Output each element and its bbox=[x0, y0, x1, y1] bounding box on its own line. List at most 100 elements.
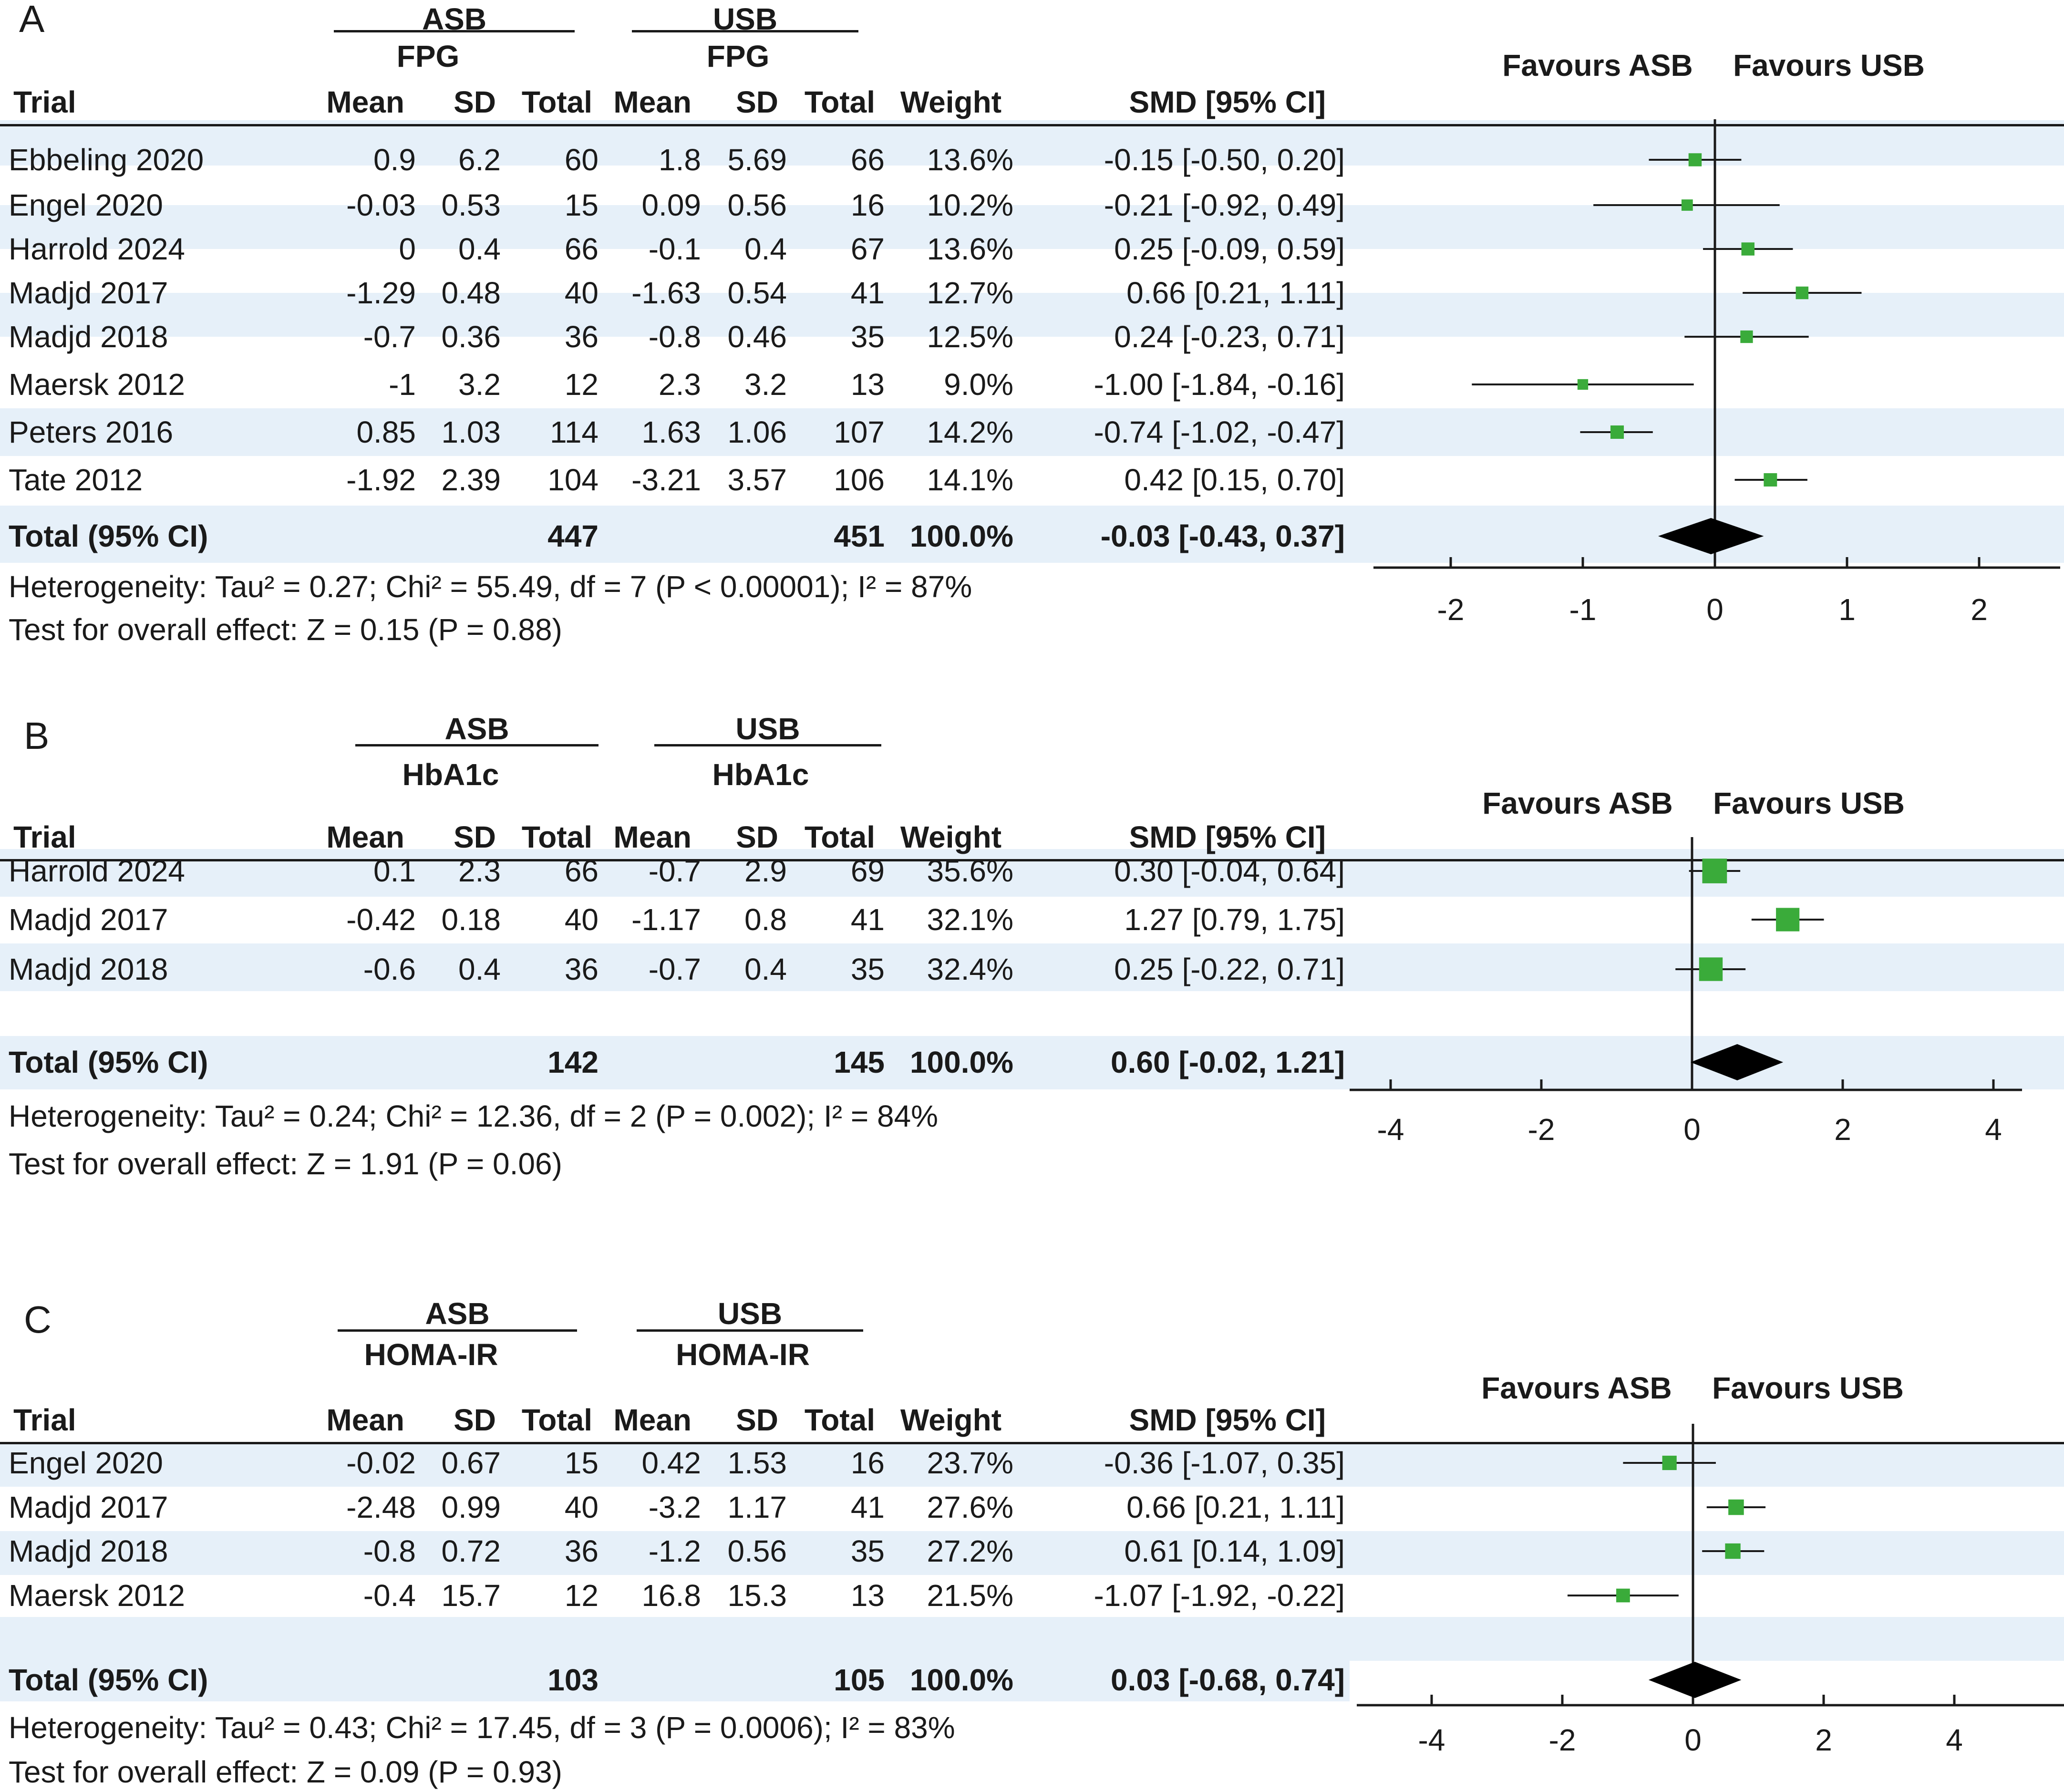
row-band bbox=[0, 120, 2064, 166]
table-cell-mean2: -1.63 bbox=[631, 276, 701, 310]
table-cell-trial: Tate 2012 bbox=[9, 463, 143, 497]
table-cell-mean1: -0.02 bbox=[346, 1446, 416, 1480]
table-cell-trial: Engel 2020 bbox=[9, 1446, 163, 1480]
table-cell-mean2: 1.8 bbox=[659, 143, 701, 177]
total-smd: -0.03 [-0.43, 0.37] bbox=[1100, 519, 1345, 553]
table-cell-sd1: 0.53 bbox=[441, 188, 501, 222]
table-cell-total1: 12 bbox=[564, 367, 599, 402]
table-cell-smd: -1.07 [-1.92, -0.22] bbox=[1094, 1578, 1345, 1613]
table-cell-sd2: 1.17 bbox=[727, 1490, 787, 1524]
table-cell-mean2: 0.42 bbox=[641, 1446, 701, 1480]
table-cell-sd2: 0.4 bbox=[744, 232, 787, 266]
effect-square bbox=[1577, 379, 1589, 390]
table-cell-total1: 66 bbox=[564, 232, 599, 266]
group-name-left: ASB bbox=[444, 712, 509, 746]
column-header-smd: SMD [95% CI] bbox=[1129, 820, 1326, 854]
table-cell-sd2: 0.4 bbox=[744, 952, 787, 986]
table-cell-smd: 1.27 [0.79, 1.75] bbox=[1124, 902, 1345, 937]
table-cell-smd: 0.30 [-0.04, 0.64] bbox=[1114, 854, 1345, 888]
total-n-left: 142 bbox=[547, 1045, 599, 1079]
total-n-left: 103 bbox=[547, 1663, 599, 1697]
table-cell-mean2: -0.7 bbox=[648, 952, 701, 986]
total-label: Total (95% CI) bbox=[9, 1663, 208, 1697]
panel-label: C bbox=[24, 1298, 52, 1341]
table-cell-sd1: 1.03 bbox=[441, 415, 501, 449]
x-tick-label: -2 bbox=[1528, 1112, 1555, 1147]
effect-square bbox=[1702, 859, 1727, 883]
x-tick-label: 2 bbox=[1971, 592, 1988, 627]
overall-effect-text: Test for overall effect: Z = 0.15 (P = 0… bbox=[9, 612, 562, 647]
table-cell-total2: 35 bbox=[850, 320, 885, 354]
column-header-trial: Trial bbox=[13, 1403, 76, 1437]
table-cell-trial: Engel 2020 bbox=[9, 188, 163, 222]
total-weight: 100.0% bbox=[909, 1663, 1013, 1697]
table-cell-mean2: -0.1 bbox=[648, 232, 701, 266]
table-cell-mean1: 0.9 bbox=[373, 143, 416, 177]
heterogeneity-text: Heterogeneity: Tau² = 0.27; Chi² = 55.49… bbox=[9, 570, 972, 604]
column-header-total2: Total bbox=[804, 820, 875, 854]
table-cell-total1: 36 bbox=[564, 320, 599, 354]
group-underline-right bbox=[637, 1329, 863, 1332]
table-cell-trial: Madjd 2017 bbox=[9, 902, 168, 937]
heterogeneity-text: Heterogeneity: Tau² = 0.24; Chi² = 12.36… bbox=[9, 1099, 939, 1133]
table-cell-trial: Maersk 2012 bbox=[9, 1578, 185, 1613]
table-cell-mean2: -3.2 bbox=[648, 1490, 701, 1524]
group-underline-left bbox=[334, 30, 575, 32]
x-tick-label: 2 bbox=[1815, 1723, 1832, 1757]
column-header-mean1: Mean bbox=[326, 85, 404, 119]
table-cell-smd: 0.25 [-0.22, 0.71] bbox=[1114, 952, 1345, 986]
table-cell-weight: 9.0% bbox=[944, 367, 1013, 402]
total-smd: 0.60 [-0.02, 1.21] bbox=[1111, 1045, 1345, 1079]
table-cell-total2: 13 bbox=[850, 1578, 885, 1613]
effect-square bbox=[1616, 1588, 1630, 1603]
table-cell-sd1: 0.4 bbox=[458, 952, 501, 986]
table-cell-sd2: 0.54 bbox=[727, 276, 787, 310]
column-header-total2: Total bbox=[804, 1403, 875, 1437]
row-band bbox=[0, 1036, 1350, 1089]
table-cell-mean2: -0.8 bbox=[648, 320, 701, 354]
column-header-sd1: SD bbox=[454, 820, 496, 854]
column-header-mean2: Mean bbox=[613, 85, 691, 119]
table-cell-mean1: -0.4 bbox=[363, 1578, 416, 1613]
effect-square bbox=[1610, 425, 1624, 439]
panel-label: A bbox=[19, 0, 45, 40]
table-cell-weight: 32.4% bbox=[927, 952, 1013, 986]
table-cell-trial: Madjd 2018 bbox=[9, 952, 168, 986]
table-cell-sd1: 0.99 bbox=[441, 1490, 501, 1524]
group-sub-left: FPG bbox=[396, 39, 460, 73]
table-cell-sd2: 3.57 bbox=[727, 463, 787, 497]
table-cell-total2: 16 bbox=[850, 188, 885, 222]
table-cell-sd2: 0.56 bbox=[727, 188, 787, 222]
row-band bbox=[0, 205, 2064, 249]
group-name-right: USB bbox=[717, 1296, 783, 1331]
effect-square bbox=[1764, 473, 1777, 487]
table-cell-mean2: 1.63 bbox=[641, 415, 701, 449]
table-cell-total2: 41 bbox=[850, 1490, 885, 1524]
table-cell-weight: 21.5% bbox=[927, 1578, 1013, 1613]
table-cell-total1: 66 bbox=[564, 854, 599, 888]
table-cell-mean2: -1.2 bbox=[648, 1534, 701, 1568]
table-cell-weight: 27.6% bbox=[927, 1490, 1013, 1524]
table-cell-total1: 36 bbox=[564, 952, 599, 986]
table-cell-total1: 15 bbox=[564, 188, 599, 222]
table-cell-total1: 36 bbox=[564, 1534, 599, 1568]
table-cell-total2: 35 bbox=[850, 1534, 885, 1568]
table-cell-mean1: -0.03 bbox=[346, 188, 416, 222]
table-cell-mean1: -1 bbox=[389, 367, 416, 402]
table-cell-trial: Harrold 2024 bbox=[9, 232, 185, 266]
table-cell-mean2: 0.09 bbox=[641, 188, 701, 222]
table-cell-sd1: 0.48 bbox=[441, 276, 501, 310]
table-cell-mean1: -1.92 bbox=[346, 463, 416, 497]
table-cell-smd: 0.61 [0.14, 1.09] bbox=[1124, 1534, 1345, 1568]
table-cell-mean1: -1.29 bbox=[346, 276, 416, 310]
table-cell-sd2: 15.3 bbox=[727, 1578, 787, 1613]
total-n-right: 145 bbox=[834, 1045, 885, 1079]
group-name-left: ASB bbox=[422, 2, 487, 36]
total-weight: 100.0% bbox=[909, 519, 1013, 553]
table-cell-trial: Madjd 2018 bbox=[9, 1534, 168, 1568]
column-header-total1: Total bbox=[521, 820, 592, 854]
row-band bbox=[0, 408, 2064, 456]
table-cell-mean1: -0.42 bbox=[346, 902, 416, 937]
table-cell-total1: 15 bbox=[564, 1446, 599, 1480]
